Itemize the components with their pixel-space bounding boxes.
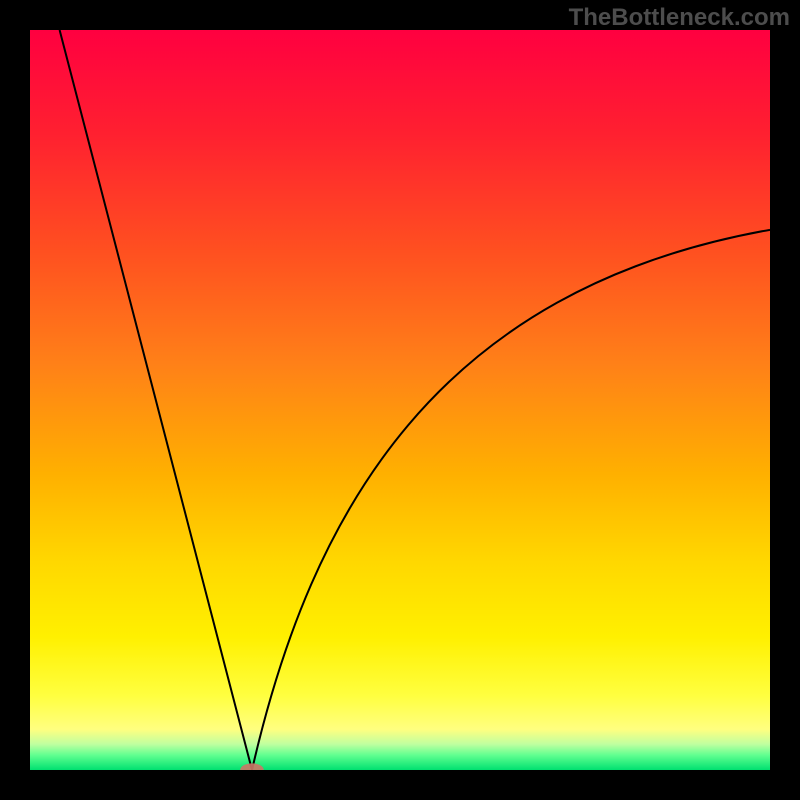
watermark-text: TheBottleneck.com xyxy=(569,4,790,32)
bottleneck-chart xyxy=(0,0,800,800)
chart-background xyxy=(30,30,770,770)
